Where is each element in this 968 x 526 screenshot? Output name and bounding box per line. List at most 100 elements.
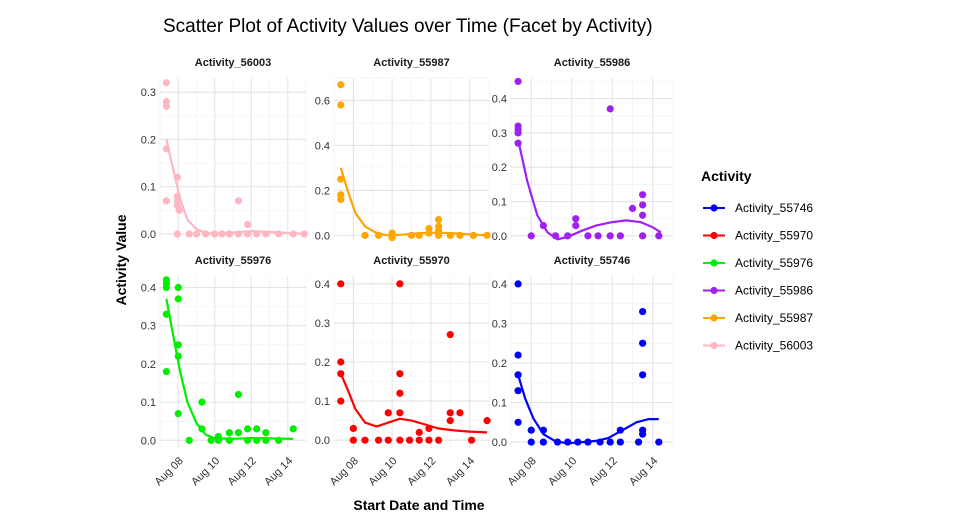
- legend-item: Activity_55987: [703, 311, 813, 325]
- trend-line: [517, 139, 662, 241]
- data-point: [234, 390, 243, 399]
- legend: Activity Activity_55746 Activity_55970 Act…: [701, 168, 813, 353]
- data-point: [198, 398, 206, 406]
- data-point: [616, 232, 624, 240]
- legend-key-point: [710, 286, 718, 295]
- data-point: [173, 173, 181, 181]
- x-tick-label: Aug 14: [627, 455, 660, 488]
- data-point: [162, 310, 170, 318]
- data-point: [539, 426, 548, 434]
- facet-strip-label: Activity_55987: [373, 57, 449, 69]
- data-point: [388, 229, 396, 237]
- data-point: [337, 81, 345, 89]
- y-tick-label: 0.6: [315, 95, 330, 107]
- data-point: [514, 387, 522, 395]
- data-point: [337, 370, 345, 378]
- x-axis-title: Start Date and Time: [353, 497, 484, 513]
- data-point: [374, 436, 383, 444]
- data-point: [606, 105, 614, 113]
- data-point: [162, 79, 170, 87]
- data-point: [162, 283, 170, 292]
- data-point: [262, 436, 270, 444]
- data-point: [551, 232, 560, 240]
- x-tick-label: Aug 12: [587, 455, 620, 488]
- y-tick-label: 0.0: [141, 229, 156, 241]
- y-tick-label: 0.2: [492, 162, 507, 174]
- y-tick-label: 0.1: [141, 182, 156, 194]
- data-point: [253, 436, 261, 444]
- data-point: [244, 220, 252, 229]
- data-point: [253, 230, 261, 238]
- facet-strip-label: Activity_55746: [554, 255, 630, 267]
- facet-strip-label: Activity_55976: [195, 255, 271, 267]
- data-point: [425, 436, 433, 444]
- data-point: [396, 370, 404, 378]
- data-point: [207, 436, 215, 444]
- data-point: [396, 436, 404, 444]
- data-point: [225, 429, 233, 437]
- data-point: [514, 280, 522, 288]
- data-point: [616, 426, 624, 434]
- data-point: [396, 409, 404, 417]
- data-point: [407, 231, 416, 239]
- y-tick-label: 0.3: [141, 87, 156, 99]
- data-point: [446, 231, 454, 239]
- x-tick-label: Aug 12: [226, 455, 259, 488]
- facet-strip-label: Activity_56003: [195, 57, 271, 69]
- data-point: [234, 429, 243, 437]
- data-point: [527, 438, 535, 446]
- y-tick-label: 0.4: [315, 140, 330, 152]
- data-point: [349, 436, 357, 444]
- y-tick-label: 0.2: [141, 359, 156, 371]
- data-point: [174, 341, 182, 349]
- data-point: [572, 215, 580, 223]
- y-tick-label: 0.2: [315, 185, 330, 197]
- data-point: [467, 436, 476, 444]
- data-point: [202, 230, 210, 238]
- legend-item: Activity_55976: [703, 256, 813, 270]
- data-point: [162, 367, 170, 376]
- legend-label: Activity_55987: [735, 311, 813, 325]
- data-point: [337, 195, 345, 204]
- y-tick-label: 0.1: [141, 397, 156, 409]
- data-point: [185, 436, 193, 444]
- data-point: [616, 438, 624, 446]
- legend-label: Activity_55970: [735, 229, 813, 243]
- data-point: [469, 231, 478, 239]
- facet-panel: 0.0 0.1 0.2 0.3 Activity_56003: [141, 57, 308, 241]
- data-point: [396, 280, 404, 288]
- data-point: [361, 436, 369, 444]
- data-point: [361, 231, 369, 239]
- data-point: [514, 129, 522, 137]
- data-point: [162, 145, 170, 153]
- legend-label: Activity_55976: [735, 256, 813, 270]
- data-point: [234, 197, 243, 205]
- data-point: [405, 436, 414, 444]
- data-point: [446, 417, 454, 425]
- data-point: [435, 436, 443, 444]
- data-point: [234, 230, 243, 238]
- data-point: [514, 351, 522, 359]
- data-point: [300, 230, 308, 238]
- y-axis-title: Activity Value: [113, 214, 129, 305]
- data-point: [639, 339, 647, 347]
- data-point: [289, 425, 297, 433]
- data-point: [639, 371, 647, 379]
- data-point: [185, 230, 193, 238]
- y-tick-label: 0.2: [141, 134, 156, 146]
- data-point: [174, 283, 182, 292]
- x-tick-label: Aug 08: [506, 455, 539, 488]
- data-point: [244, 436, 252, 444]
- data-point: [396, 389, 404, 397]
- data-point: [634, 438, 643, 446]
- legend-key-point: [710, 231, 718, 240]
- data-point: [639, 232, 647, 240]
- data-point: [514, 371, 522, 379]
- data-point: [337, 175, 345, 183]
- data-point: [192, 230, 201, 238]
- data-point: [225, 436, 233, 444]
- data-point: [564, 438, 572, 446]
